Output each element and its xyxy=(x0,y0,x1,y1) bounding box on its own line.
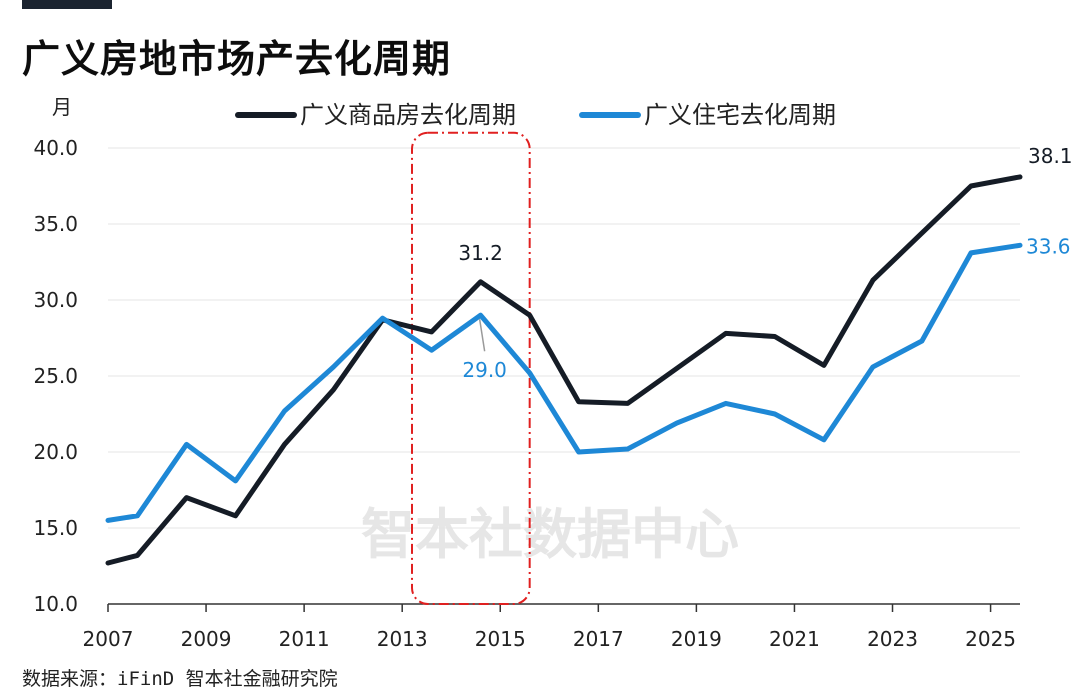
y-tick-label: 25.0 xyxy=(33,364,78,388)
x-tick-label: 2021 xyxy=(769,627,820,651)
y-tick-label: 15.0 xyxy=(33,516,78,540)
data-label: 33.6 xyxy=(1026,234,1071,258)
x-tick-label: 2007 xyxy=(83,627,134,651)
y-tick-label: 10.0 xyxy=(33,592,78,616)
legend-label-2: 广义住宅去化周期 xyxy=(644,101,836,129)
x-tick-label: 2015 xyxy=(475,627,526,651)
x-tick-label: 2019 xyxy=(671,627,722,651)
x-tick-label: 2017 xyxy=(573,627,624,651)
data-label: 29.0 xyxy=(462,358,507,382)
source-note: 数据来源：iFinD 智本社金融研究院 xyxy=(22,668,338,690)
y-tick-label: 30.0 xyxy=(33,288,78,312)
x-tick-label: 2011 xyxy=(279,627,330,651)
legend-label-1: 广义商品房去化周期 xyxy=(300,101,516,129)
series-line-2 xyxy=(105,242,1023,523)
x-tick-label: 2013 xyxy=(377,627,428,651)
watermark-text: 智本社数据中心 xyxy=(361,503,739,566)
data-label: 31.2 xyxy=(458,241,503,265)
title-accent-bar xyxy=(22,0,112,9)
x-tick-label: 2009 xyxy=(181,627,232,651)
data-label-leader xyxy=(478,319,486,352)
chart-title: 广义房地市场产去化周期 xyxy=(22,37,452,81)
series-line-1 xyxy=(105,174,1023,566)
y-axis-unit: 月 xyxy=(52,95,72,119)
x-tick-label: 2025 xyxy=(965,627,1016,651)
y-tick-label: 20.0 xyxy=(33,440,78,464)
line-chart: 智本社数据中心 10.0 15.0 20.0 25.0 30.0 35.0 40.0 月 2007… xyxy=(33,95,1073,651)
x-tick-label: 2023 xyxy=(867,627,918,651)
highlight-box xyxy=(411,131,531,606)
y-tick-label: 40.0 xyxy=(33,136,78,160)
data-label: 38.1 xyxy=(1028,144,1073,168)
y-tick-label: 35.0 xyxy=(33,212,78,236)
